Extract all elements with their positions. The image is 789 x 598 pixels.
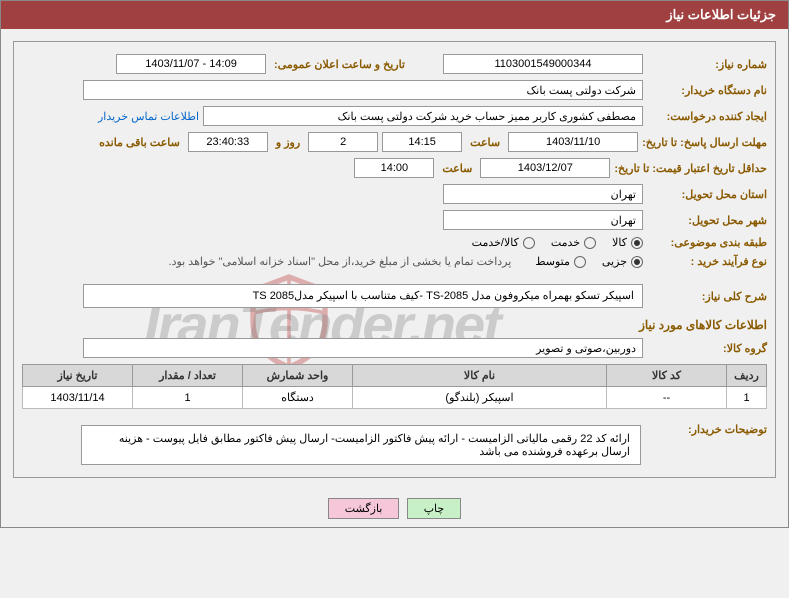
requester-value: مصطفی کشوری کاربر ممیز حساب خرید شرکت دو… (203, 106, 643, 126)
reply-time: 14:15 (382, 132, 462, 152)
table-row: 1--اسپیکر (بلندگو)دستگاه11403/11/14 (23, 387, 767, 409)
table-header: تعداد / مقدار (133, 365, 243, 387)
radio-goods[interactable]: کالا (612, 236, 643, 249)
need-title-label: شرح کلی نیاز: (647, 290, 767, 303)
goods-table: ردیفکد کالانام کالاواحد شمارشتعداد / مقد… (22, 364, 767, 409)
province-label: استان محل تحویل: (647, 188, 767, 201)
table-header: تاریخ نیاز (23, 365, 133, 387)
radio-both[interactable]: کالا/خدمت (472, 236, 535, 249)
need-number-label: شماره نیاز: (647, 58, 767, 71)
time-remain-label: ساعت باقی مانده (95, 136, 184, 149)
back-button[interactable]: بازگشت (328, 498, 400, 519)
table-cell: -- (607, 387, 727, 409)
requester-label: ایجاد کننده درخواست: (647, 110, 767, 123)
buyer-org-label: نام دستگاه خریدار: (647, 84, 767, 97)
table-header: کد کالا (607, 365, 727, 387)
radio-both-label: کالا/خدمت (472, 236, 519, 249)
days-remain: 2 (308, 132, 378, 152)
price-valid-time: 14:00 (354, 158, 434, 178)
radio-medium[interactable]: متوسط (535, 255, 586, 268)
table-header: نام کالا (353, 365, 607, 387)
announce-value: 1403/11/07 - 14:09 (116, 54, 266, 74)
print-button[interactable]: چاپ (407, 498, 462, 519)
price-valid-date: 1403/12/07 (480, 158, 610, 178)
radio-medium-label: متوسط (535, 255, 570, 268)
category-label: طبقه بندی موضوعی: (647, 236, 767, 249)
table-cell: اسپیکر (بلندگو) (353, 387, 607, 409)
radio-partial[interactable]: جزیی (602, 255, 643, 268)
buyer-notes-value: ارائه کد 22 رقمی مالیاتی الزامیست - ارائ… (81, 425, 641, 465)
footer-buttons: چاپ بازگشت (1, 490, 788, 527)
province-value: تهران (443, 184, 643, 204)
group-label: گروه کالا: (647, 342, 767, 355)
contact-buyer-link[interactable]: اطلاعات تماس خریدار (98, 110, 199, 123)
need-title-value: اسپیکر تسکو بهمراه میکروفون مدل TS-2085 … (83, 284, 643, 308)
time-label-2: ساعت (438, 162, 476, 175)
reply-date: 1403/11/10 (508, 132, 638, 152)
need-number-value: 1103001549000344 (443, 54, 643, 74)
table-cell: 1 (133, 387, 243, 409)
category-radios: کالا خدمت کالا/خدمت (472, 236, 643, 249)
table-cell: 1403/11/14 (23, 387, 133, 409)
reply-deadline-label: مهلت ارسال پاسخ: تا تاریخ: (642, 136, 767, 149)
table-cell: دستگاه (243, 387, 353, 409)
days-remain-label: روز و (272, 136, 304, 149)
buyer-notes-label: توضیحات خریدار: (647, 417, 767, 436)
table-header: ردیف (727, 365, 767, 387)
radio-service-label: خدمت (551, 236, 580, 249)
process-label: نوع فرآیند خرید : (647, 255, 767, 268)
payment-note: پرداخت تمام یا بخشی از مبلغ خرید،از محل … (169, 255, 512, 268)
time-label-1: ساعت (466, 136, 504, 149)
time-remain: 23:40:33 (188, 132, 268, 152)
panel-header: جزئیات اطلاعات نیاز (1, 1, 788, 29)
price-valid-label: حداقل تاریخ اعتبار قیمت: تا تاریخ: (614, 162, 767, 175)
process-radios: جزیی متوسط (535, 255, 643, 268)
buyer-org-value: شرکت دولتی پست بانک (83, 80, 643, 100)
table-header: واحد شمارش (243, 365, 353, 387)
city-label: شهر محل تحویل: (647, 214, 767, 227)
city-value: تهران (443, 210, 643, 230)
radio-partial-label: جزیی (602, 255, 627, 268)
announce-label: تاریخ و ساعت اعلان عمومی: (270, 58, 409, 71)
radio-goods-label: کالا (612, 236, 627, 249)
radio-service[interactable]: خدمت (551, 236, 596, 249)
goods-info-title: اطلاعات کالاهای مورد نیاز (22, 318, 767, 332)
table-cell: 1 (727, 387, 767, 409)
group-value: دوربین،صوتی و تصویر (83, 338, 643, 358)
